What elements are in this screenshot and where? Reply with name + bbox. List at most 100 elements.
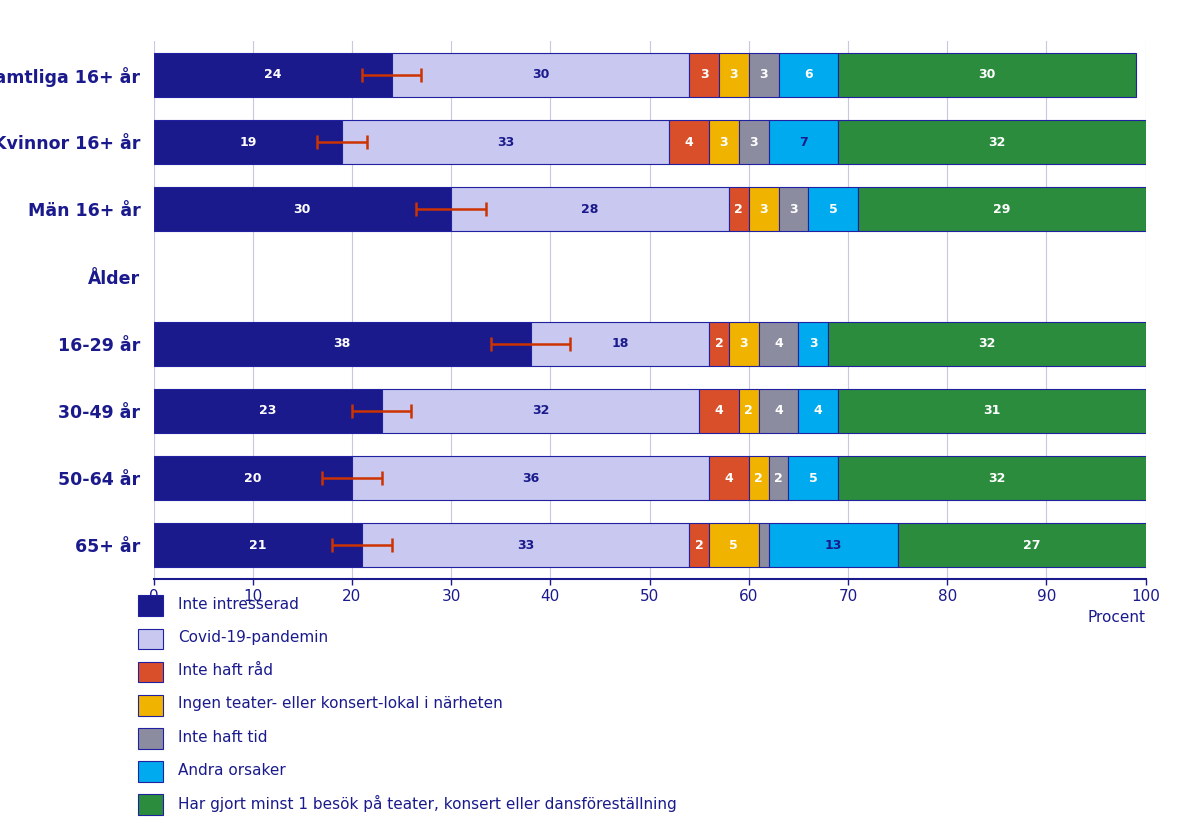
Text: 6: 6 — [804, 69, 813, 81]
Bar — [857, 188, 1146, 232]
Bar — [769, 523, 898, 567]
Text: 30: 30 — [294, 203, 311, 216]
Text: 5: 5 — [809, 471, 817, 485]
Bar — [154, 120, 342, 164]
Text: 24: 24 — [263, 69, 281, 81]
Text: 32: 32 — [988, 471, 1005, 485]
Bar — [699, 389, 739, 433]
Bar — [758, 523, 769, 567]
Text: 38: 38 — [333, 337, 351, 350]
Text: 20: 20 — [244, 471, 261, 485]
Text: 30: 30 — [978, 69, 996, 81]
Text: 3: 3 — [719, 136, 729, 149]
Bar — [690, 523, 709, 567]
Text: 2: 2 — [755, 471, 763, 485]
Bar — [758, 322, 798, 366]
Text: 19: 19 — [239, 136, 256, 149]
Text: 29: 29 — [993, 203, 1011, 216]
Text: 2: 2 — [774, 471, 783, 485]
Bar — [798, 389, 839, 433]
Bar — [729, 188, 749, 232]
Bar — [709, 120, 739, 164]
Bar — [749, 457, 769, 500]
Bar — [381, 389, 699, 433]
Bar — [154, 322, 530, 366]
Bar — [342, 120, 670, 164]
Text: 18: 18 — [611, 337, 628, 350]
Text: 31: 31 — [983, 404, 1000, 418]
Bar — [749, 53, 778, 97]
Bar — [778, 188, 808, 232]
Bar — [769, 457, 789, 500]
Text: 5: 5 — [730, 539, 738, 552]
Text: 4: 4 — [774, 337, 783, 350]
Bar — [839, 389, 1146, 433]
Bar — [361, 523, 690, 567]
Bar — [739, 120, 769, 164]
Bar — [154, 53, 392, 97]
Bar — [451, 188, 729, 232]
Bar — [778, 53, 839, 97]
FancyBboxPatch shape — [138, 595, 163, 616]
Bar — [749, 188, 778, 232]
Text: Covid-19-pandemin: Covid-19-pandemin — [178, 630, 328, 645]
Text: 32: 32 — [988, 136, 1005, 149]
Text: 13: 13 — [824, 539, 842, 552]
FancyBboxPatch shape — [138, 662, 163, 682]
Bar — [352, 457, 709, 500]
Text: Inte intresserad: Inte intresserad — [178, 597, 299, 612]
Text: 32: 32 — [978, 337, 996, 350]
Text: 4: 4 — [685, 136, 693, 149]
Bar — [769, 120, 839, 164]
Bar — [709, 523, 758, 567]
Bar — [839, 457, 1155, 500]
Bar — [709, 457, 749, 500]
Text: 4: 4 — [774, 404, 783, 418]
Text: Inte haft tid: Inte haft tid — [178, 729, 268, 744]
Text: 30: 30 — [531, 69, 549, 81]
Text: 7: 7 — [798, 136, 808, 149]
FancyBboxPatch shape — [138, 629, 163, 649]
Bar — [758, 389, 798, 433]
Text: 27: 27 — [1023, 539, 1040, 552]
Text: 21: 21 — [249, 539, 267, 552]
Bar — [154, 523, 361, 567]
Bar — [154, 389, 381, 433]
Text: 3: 3 — [809, 337, 817, 350]
Text: 4: 4 — [715, 404, 724, 418]
Text: 2: 2 — [694, 539, 704, 552]
Text: 3: 3 — [730, 69, 738, 81]
Bar — [392, 53, 690, 97]
Text: 33: 33 — [497, 136, 515, 149]
Bar — [530, 322, 709, 366]
Text: 23: 23 — [259, 404, 276, 418]
Bar — [690, 53, 719, 97]
Bar — [789, 457, 839, 500]
FancyBboxPatch shape — [138, 761, 163, 782]
Text: 3: 3 — [750, 136, 758, 149]
Text: 5: 5 — [829, 203, 837, 216]
Bar — [828, 322, 1146, 366]
Bar — [839, 53, 1136, 97]
Bar — [154, 457, 352, 500]
FancyBboxPatch shape — [138, 695, 163, 715]
FancyBboxPatch shape — [138, 728, 163, 748]
Text: 3: 3 — [759, 69, 768, 81]
Text: 4: 4 — [724, 471, 733, 485]
Text: 2: 2 — [744, 404, 753, 418]
Text: 2: 2 — [735, 203, 743, 216]
X-axis label: Procent: Procent — [1088, 609, 1146, 625]
Bar — [839, 120, 1155, 164]
Bar — [709, 322, 729, 366]
Text: 3: 3 — [739, 337, 748, 350]
Text: 4: 4 — [814, 404, 823, 418]
Text: 3: 3 — [700, 69, 709, 81]
FancyBboxPatch shape — [138, 794, 163, 815]
Bar — [798, 322, 828, 366]
Text: 3: 3 — [789, 203, 797, 216]
Text: 36: 36 — [522, 471, 540, 485]
Text: Inte haft råd: Inte haft råd — [178, 663, 273, 678]
Text: 28: 28 — [581, 203, 599, 216]
Bar — [154, 188, 451, 232]
Text: Andra orsaker: Andra orsaker — [178, 762, 286, 777]
